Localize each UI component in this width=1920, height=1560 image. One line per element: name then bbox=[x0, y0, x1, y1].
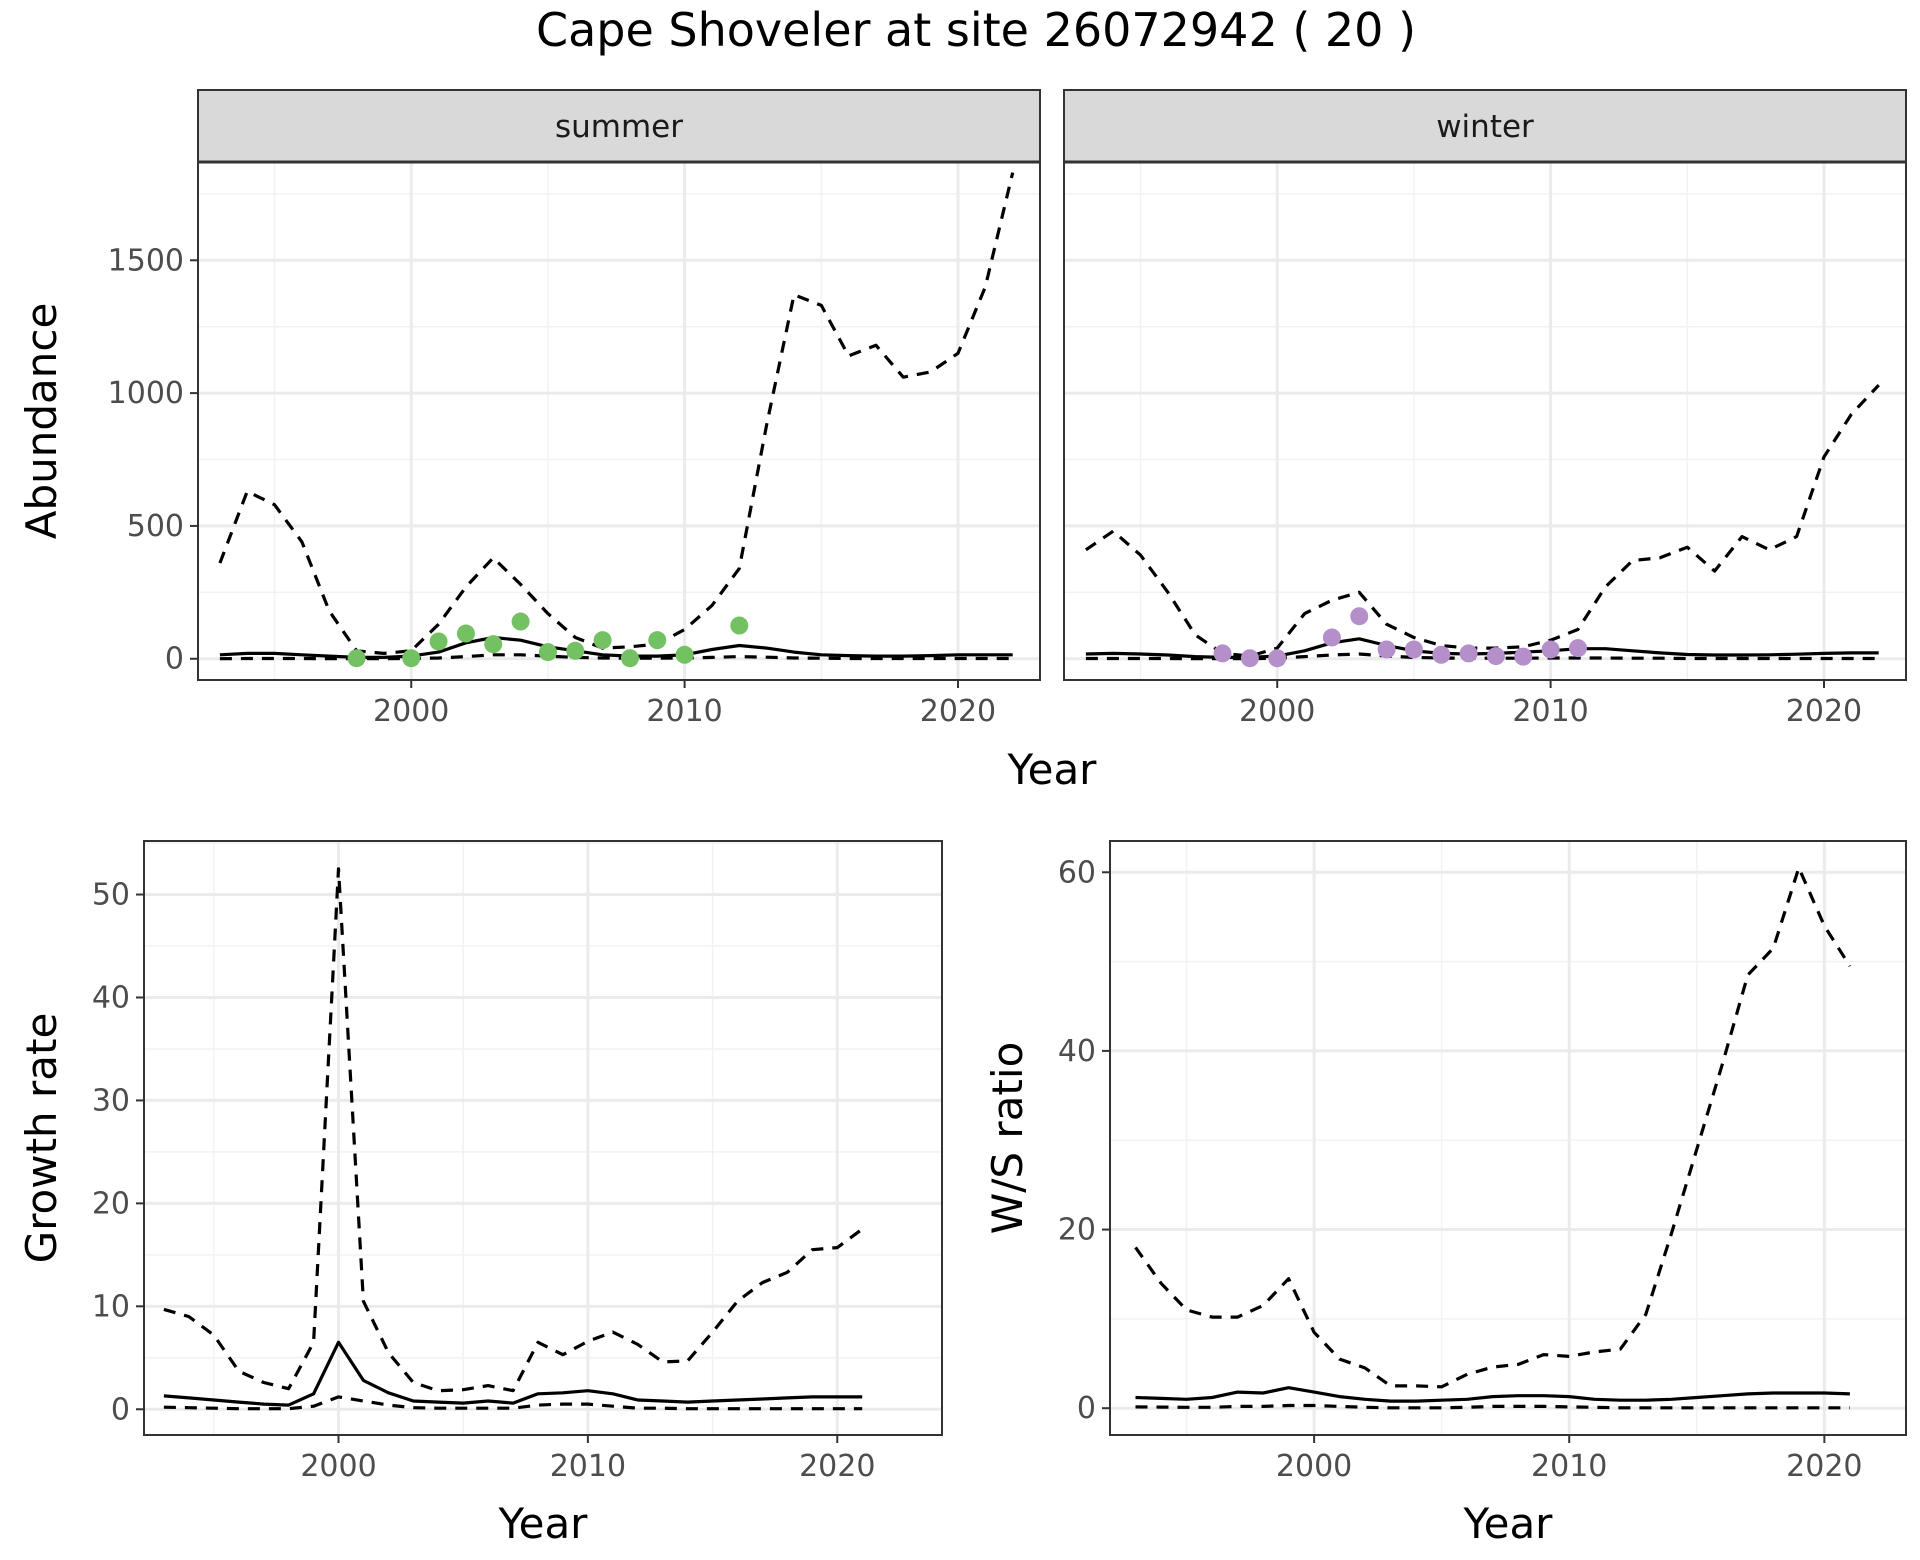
median-line bbox=[1135, 1386, 1850, 1403]
data-point bbox=[730, 616, 749, 635]
data-point bbox=[648, 631, 667, 650]
panel-plot-2: 2000 2010 2020 0 10 20 30 40 50 bbox=[92, 840, 943, 1484]
facet-label-winter: winter bbox=[1436, 109, 1534, 145]
y-tick-label: 0 bbox=[1077, 1391, 1096, 1426]
facet-label-summer: summer bbox=[555, 109, 683, 145]
y-tick-label: 50 bbox=[92, 878, 130, 913]
data-point bbox=[1486, 647, 1505, 666]
y-tick-label: 30 bbox=[92, 1083, 130, 1118]
data-point bbox=[1322, 628, 1341, 647]
panel-summer: summer 2000 2010 2020 0 500 1000 1500 bbox=[108, 89, 1041, 729]
data-point bbox=[347, 649, 366, 668]
y-tick-label: 1500 bbox=[108, 243, 184, 278]
data-point bbox=[1377, 640, 1396, 659]
data-point bbox=[511, 612, 530, 631]
data-point bbox=[1213, 644, 1232, 663]
data-point bbox=[1541, 640, 1560, 659]
panel-plot-3: 2000 2010 2020 0 20 40 60 bbox=[1058, 840, 1907, 1484]
x-tick-label: 2020 bbox=[920, 694, 996, 729]
y-tick-label: 500 bbox=[127, 509, 184, 544]
x-tick-label: 2000 bbox=[1239, 694, 1315, 729]
y-tick-label: 0 bbox=[111, 1392, 130, 1427]
y-tick-label: 20 bbox=[1058, 1213, 1096, 1248]
x-tick-label: 2010 bbox=[550, 1449, 626, 1484]
x-tick-label: 2010 bbox=[1512, 694, 1588, 729]
data-point bbox=[675, 645, 694, 664]
data-point bbox=[593, 631, 612, 650]
bound-line-1 bbox=[1084, 384, 1880, 658]
y-tick-label: 40 bbox=[1058, 1034, 1096, 1069]
y-tick-label: 60 bbox=[1058, 855, 1096, 890]
x-tick-label: 2000 bbox=[300, 1449, 376, 1484]
data-point bbox=[566, 641, 585, 660]
panel-border bbox=[1063, 161, 1907, 681]
x-axis-title-ratio: Year bbox=[1463, 1499, 1554, 1548]
data-point bbox=[538, 643, 557, 662]
panel-winter: winter 2000 2010 2020 bbox=[1063, 89, 1907, 729]
x-tick-label: 2000 bbox=[1276, 1449, 1352, 1484]
median-line bbox=[163, 1340, 863, 1407]
x-tick-label: 2010 bbox=[646, 694, 722, 729]
bound-line-2 bbox=[1135, 1403, 1850, 1410]
bound-line-2 bbox=[163, 1395, 863, 1411]
y-tick-label: 20 bbox=[92, 1186, 130, 1221]
data-point bbox=[1240, 649, 1259, 668]
panel-border bbox=[143, 840, 943, 1436]
x-tick-label: 2020 bbox=[1786, 694, 1862, 729]
panel-border bbox=[1109, 840, 1907, 1436]
y-tick-label: 1000 bbox=[108, 376, 184, 411]
y-axis-title-growth: Growth rate bbox=[17, 1013, 66, 1264]
figure-title: Cape Shoveler at site 26072942 ( 20 ) bbox=[536, 3, 1416, 57]
x-axis-title-growth: Year bbox=[498, 1499, 589, 1548]
data-point bbox=[402, 649, 421, 668]
data-point bbox=[1432, 645, 1451, 664]
data-point bbox=[1514, 647, 1533, 666]
bound-line-1 bbox=[218, 172, 1015, 655]
data-point bbox=[1404, 640, 1423, 659]
data-point bbox=[484, 635, 503, 654]
y-axis-title-ratio: W/S ratio bbox=[983, 1042, 1032, 1235]
y-tick-label: 40 bbox=[92, 980, 130, 1015]
x-tick-label: 2010 bbox=[1531, 1449, 1607, 1484]
data-point bbox=[1459, 644, 1478, 663]
facet-strip bbox=[197, 89, 1041, 163]
data-point bbox=[1350, 607, 1369, 626]
facet-strip bbox=[1063, 89, 1907, 163]
x-axis-title-top: Year bbox=[1007, 745, 1098, 794]
data-point bbox=[620, 649, 639, 668]
data-point bbox=[1568, 639, 1587, 658]
y-axis-title-abundance: Abundance bbox=[17, 303, 66, 540]
data-point bbox=[429, 632, 448, 651]
data-point bbox=[456, 624, 475, 643]
bound-line-1 bbox=[163, 867, 864, 1393]
x-tick-label: 2000 bbox=[373, 694, 449, 729]
x-tick-label: 2020 bbox=[799, 1449, 875, 1484]
x-tick-label: 2020 bbox=[1786, 1449, 1862, 1484]
y-tick-label: 0 bbox=[165, 642, 184, 677]
data-point bbox=[1268, 649, 1287, 668]
y-tick-label: 10 bbox=[92, 1289, 130, 1324]
bound-line-1 bbox=[1134, 866, 1852, 1389]
